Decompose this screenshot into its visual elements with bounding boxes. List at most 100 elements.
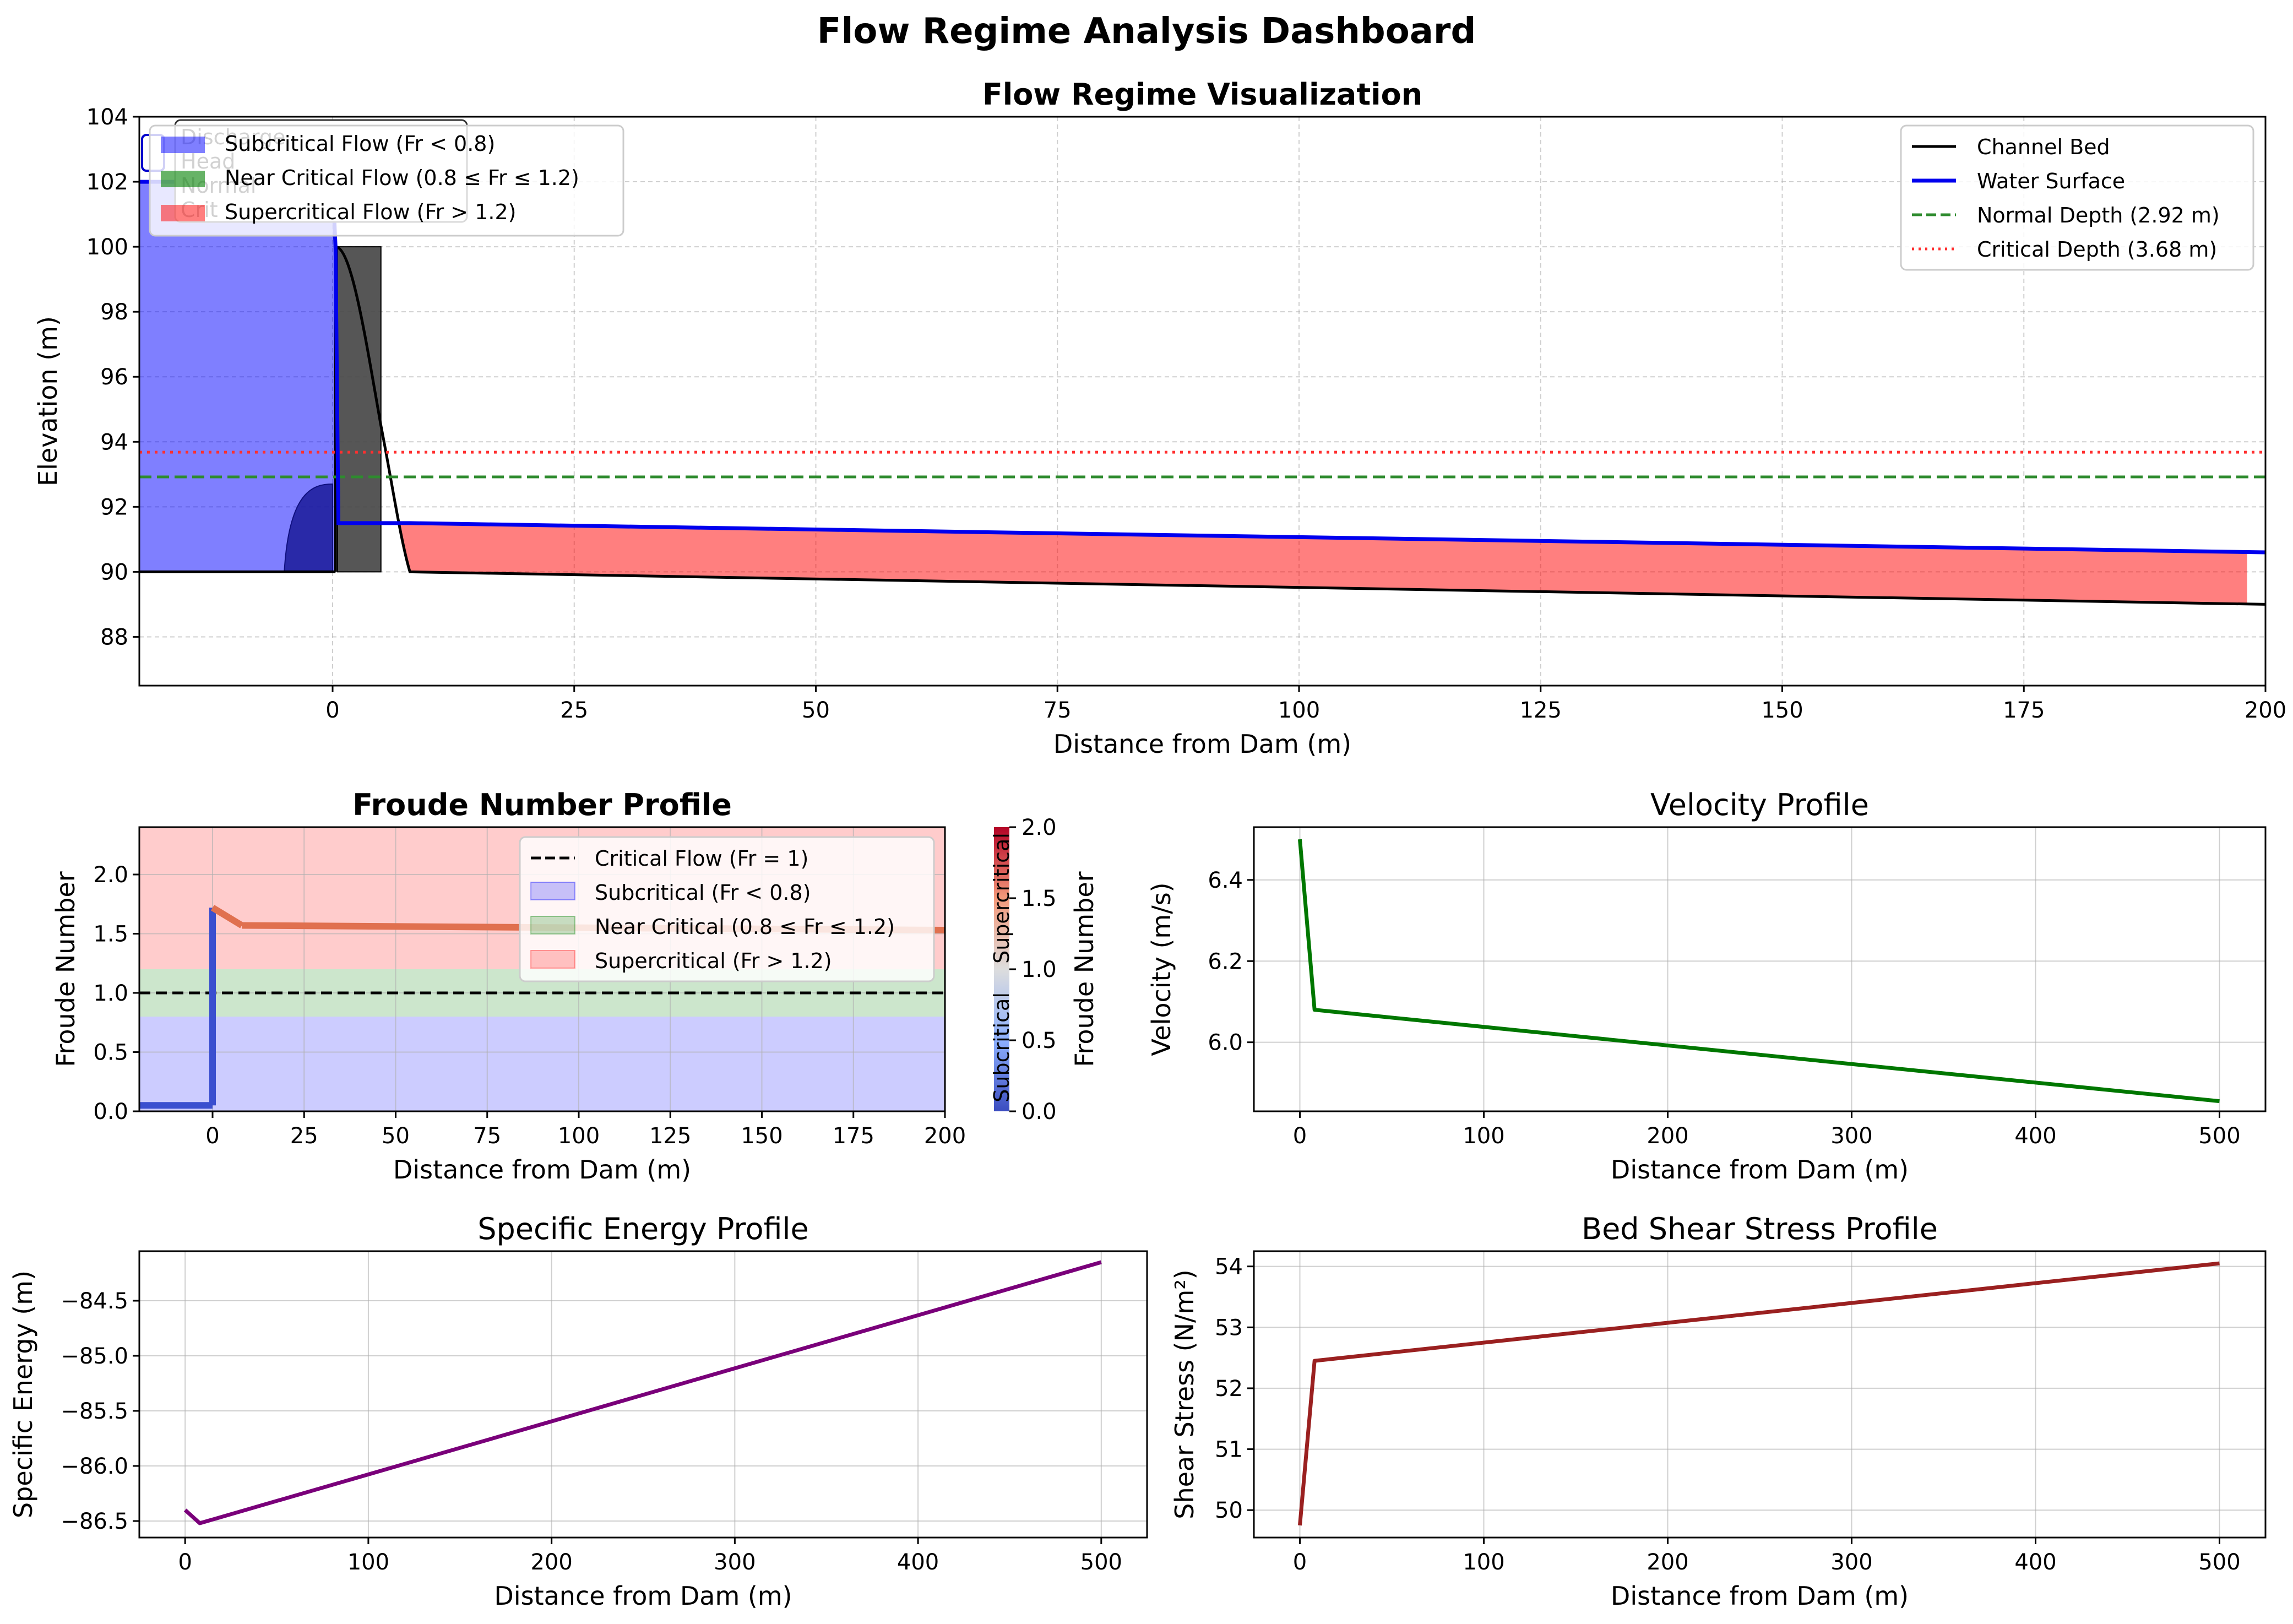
- energy-xtick-label-0: 0: [178, 1550, 192, 1575]
- energy-ticks: 0 100 200 300 400 500 −86.5 −86.0 −85.5 −85.0 −84.…: [61, 1289, 1122, 1575]
- regime-ytick-label-0: 88: [100, 624, 128, 650]
- velocity-ytick-label-2: 6.4: [1208, 868, 1243, 893]
- froude-legend-label-0: Critical Flow (Fr = 1): [595, 846, 808, 871]
- regime-legend-left-swatch-0: [161, 137, 205, 153]
- energy-ytick-label-3: −85.0: [61, 1344, 128, 1369]
- energy-ylabel: Specific Energy (m): [8, 1270, 38, 1518]
- regime-xtick-label-6: 150: [1761, 698, 1803, 723]
- shear-frame: [1253, 1250, 2267, 1539]
- froude-xtick-label-1: 25: [290, 1123, 318, 1149]
- froude-legend-label-2: Near Critical (0.8 ≤ Fr ≤ 1.2): [595, 915, 895, 939]
- velocity-xtick-label-4: 400: [2014, 1123, 2056, 1149]
- shear-ytick-label-1: 51: [1215, 1437, 1243, 1463]
- colorbar-text-low: Subcritical: [990, 992, 1014, 1102]
- froude-legend-swatch-3: [530, 950, 575, 969]
- velocity-grid: [1254, 827, 2265, 1111]
- regime-ylabel: Elevation (m): [33, 316, 63, 486]
- velocity-ticks: 0 100 200 300 400 500 6.0 6.2 6.4: [1208, 868, 2240, 1149]
- regime-legend-left-swatch-2: [161, 205, 205, 221]
- froude-ytick-label-3: 1.5: [93, 922, 128, 947]
- velocity-ytick-label-1: 6.2: [1208, 949, 1243, 974]
- energy-xtick-label-4: 400: [897, 1550, 939, 1575]
- velocity-ytick-label-0: 6.0: [1208, 1030, 1243, 1056]
- regime-xtick-label-7: 175: [2003, 698, 2045, 723]
- energy-title: Specific Energy Profile: [477, 1212, 808, 1246]
- froude-ytick-label-0: 0.0: [93, 1099, 128, 1125]
- froude-xtick-label-7: 175: [833, 1123, 874, 1149]
- froude-legend-label-1: Subcritical (Fr < 0.8): [595, 881, 811, 905]
- regime-xtick-label-5: 125: [1520, 698, 1562, 723]
- regime-frame: [138, 116, 2267, 687]
- regime-ytick-label-2: 92: [100, 495, 128, 520]
- regime-ytick-label-5: 98: [100, 300, 128, 325]
- froude-xtick-label-0: 0: [205, 1123, 219, 1149]
- colorbar-tick-label-4: 2.0: [1021, 815, 1057, 840]
- shear-ytick-label-2: 52: [1215, 1376, 1243, 1402]
- colorbar-label: Froude Number: [1069, 871, 1099, 1067]
- froude-ticks: 0 25 50 75 100 125 150 175 200 0.0 0.5 1.0 1.5 2.0: [93, 862, 966, 1149]
- velocity-xtick-label-1: 100: [1463, 1123, 1504, 1149]
- shear-xtick-label-0: 0: [1293, 1550, 1307, 1575]
- regime-ticks: 0 25 50 75 100 125 150 175 200 88 90 92 94 96 98 100 102…: [86, 105, 2287, 723]
- velocity-series-line: [1298, 839, 2220, 1104]
- energy-xlabel: Distance from Dam (m): [494, 1581, 792, 1611]
- froude-legend: Critical Flow (Fr = 1) Subcritical (Fr < …: [519, 836, 935, 982]
- energy-xtick-label-1: 100: [347, 1550, 389, 1575]
- regime-ytick-label-4: 96: [100, 365, 128, 390]
- froude-legend-frame: [519, 836, 935, 982]
- shear-ytick-label-3: 53: [1215, 1315, 1243, 1340]
- regime-xlabel: Distance from Dam (m): [1053, 729, 1351, 759]
- shear-xtick-label-3: 300: [1830, 1550, 1872, 1575]
- shear-ytick-label-4: 54: [1215, 1254, 1243, 1280]
- energy-ytick-label-4: −84.5: [61, 1289, 128, 1314]
- regime-channel-bed-line: [334, 245, 2265, 606]
- froude-title: Froude Number Profile: [352, 787, 732, 822]
- froude-ytick-label-1: 0.5: [93, 1040, 128, 1066]
- regime-legend-left-label-1: Near Critical Flow (0.8 ≤ Fr ≤ 1.2): [225, 166, 579, 190]
- colorbar-tick-label-3: 1.5: [1021, 886, 1057, 911]
- regime-legend-right-label-0: Channel Bed: [1977, 135, 2110, 159]
- velocity-xtick-label-0: 0: [1293, 1123, 1307, 1149]
- regime-supercritical-area: [338, 248, 2247, 604]
- shear-title: Bed Shear Stress Profile: [1582, 1212, 1938, 1246]
- shear-xtick-label-5: 500: [2198, 1550, 2240, 1575]
- energy-ytick-label-1: −86.0: [61, 1454, 128, 1479]
- froude-xtick-label-3: 75: [473, 1123, 501, 1149]
- regime-legend-right-label-1: Water Surface: [1977, 169, 2125, 193]
- colorbar-text-high: Supercritical: [990, 833, 1014, 964]
- shear-xtick-label-4: 400: [2014, 1550, 2056, 1575]
- energy-ytick-label-0: −86.5: [61, 1509, 128, 1534]
- energy-xtick-label-2: 200: [530, 1550, 572, 1575]
- froude-ylabel: Froude Number: [51, 871, 80, 1067]
- regime-ytick-label-7: 102: [86, 170, 128, 195]
- regime-legend-left-label-0: Subcritical Flow (Fr < 0.8): [225, 132, 495, 156]
- regime-ytick-label-1: 90: [100, 560, 128, 585]
- froude-ytick-label-2: 1.0: [93, 981, 128, 1006]
- shear-series-line: [1298, 1261, 2220, 1526]
- velocity-ylabel: Velocity (m/s): [1146, 882, 1176, 1056]
- regime-xtick-label-2: 50: [802, 698, 830, 723]
- froude-xlabel: Distance from Dam (m): [393, 1155, 691, 1185]
- froude-frame: [138, 826, 946, 1112]
- shear-grid: [1254, 1251, 2265, 1538]
- shear-ticks: 0 100 200 300 400 500 50 51 52 53 54: [1215, 1254, 2241, 1575]
- froude-ytick-label-4: 2.0: [93, 862, 128, 888]
- energy-series-line: [183, 1260, 1102, 1525]
- froude-xtick-label-2: 50: [382, 1123, 410, 1149]
- froude-xtick-label-8: 200: [924, 1123, 966, 1149]
- velocity-title: Velocity Profile: [1650, 787, 1869, 822]
- regime-legend-right: Channel Bed Water Surface Normal Depth (2.…: [1900, 124, 2254, 271]
- froude-legend-label-3: Supercritical (Fr > 1.2): [595, 949, 832, 973]
- froude-legend-swatch-1: [530, 882, 575, 900]
- regime-ytick-label-3: 94: [100, 430, 128, 455]
- regime-legend-left-frame: [149, 124, 624, 237]
- regime-subcritical-dome: [284, 484, 333, 573]
- regime-title: Flow Regime Visualization: [982, 77, 1422, 112]
- froude-xtick-label-4: 100: [558, 1123, 600, 1149]
- regime-ytick-label-6: 100: [86, 235, 128, 260]
- energy-frame: [138, 1250, 1148, 1539]
- shear-xlabel: Distance from Dam (m): [1611, 1581, 1909, 1611]
- shear-ylabel: Shear Stress (N/m²): [1170, 1269, 1199, 1519]
- regime-legend-left-swatch-1: [161, 171, 205, 187]
